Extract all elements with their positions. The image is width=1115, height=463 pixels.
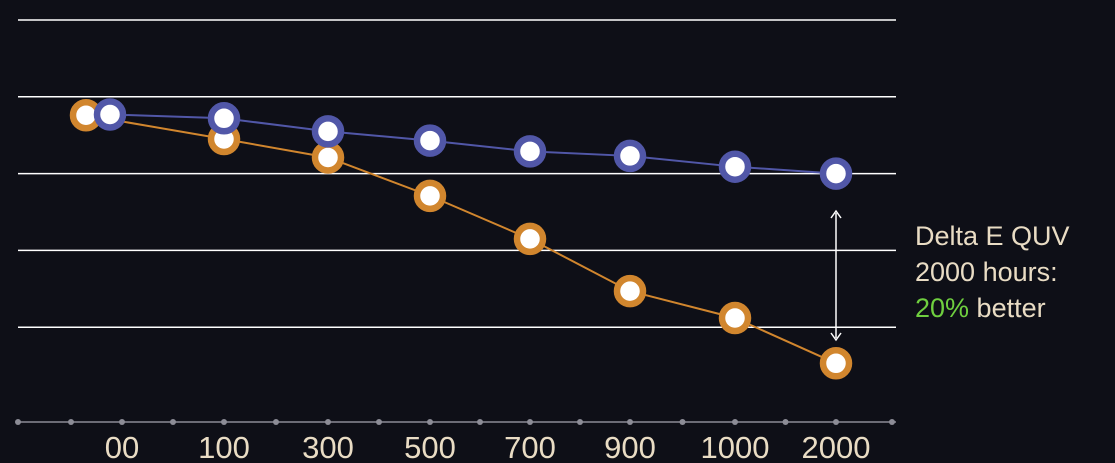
delta-annotation: Delta E QUV 2000 hours: 20% better	[915, 218, 1070, 326]
line-chart: 00 100 300 500 700 900 1000 2000	[15, 19, 896, 463]
x-tick-label: 100	[198, 430, 250, 463]
x-axis-dot	[732, 419, 738, 425]
x-tick-label: 300	[302, 430, 354, 463]
x-tick-label: 700	[504, 430, 556, 463]
x-axis-dot	[119, 419, 125, 425]
x-axis-dot	[221, 419, 227, 425]
x-axis	[15, 419, 896, 425]
x-axis-dot	[477, 419, 483, 425]
x-axis-dot	[376, 419, 382, 425]
x-axis-dot	[68, 419, 74, 425]
series-line	[109, 113, 837, 175]
x-axis-dot	[889, 419, 895, 425]
data-point	[513, 222, 547, 256]
data-point	[413, 179, 447, 213]
x-tick-label: 900	[604, 430, 656, 463]
data-point	[413, 124, 447, 157]
data-point	[718, 301, 752, 335]
x-tick-label: 1000	[701, 430, 770, 463]
x-axis-dot	[782, 419, 789, 425]
delta-arrow	[830, 209, 842, 342]
data-point	[718, 150, 752, 183]
x-tick-label: 2000	[802, 430, 871, 463]
annotation-line-2: 2000 hours:	[915, 257, 1058, 287]
annotation-rest: better	[969, 293, 1046, 323]
x-axis-dot	[627, 419, 633, 425]
x-axis-dot	[325, 419, 331, 425]
series-line	[85, 114, 837, 365]
data-point	[311, 141, 345, 174]
data-point	[819, 157, 853, 190]
data-point	[93, 98, 127, 131]
x-tick-label: 500	[404, 430, 456, 463]
data-point	[819, 347, 853, 380]
data-point	[513, 135, 547, 168]
x-axis-dot	[170, 419, 176, 425]
grid-lines	[18, 19, 896, 328]
series-layer	[69, 98, 853, 380]
data-point	[613, 139, 647, 173]
x-axis-dot	[577, 419, 583, 425]
x-axis-dot	[427, 419, 433, 425]
annotation-line-3: 20% better	[915, 290, 1070, 326]
data-point	[207, 102, 241, 135]
x-axis-dot	[15, 419, 21, 425]
x-tick-label: 00	[105, 430, 139, 463]
x-axis-dot	[527, 419, 533, 425]
data-point	[311, 115, 345, 148]
x-tick-labels: 00 100 300 500 700 900 1000 2000	[105, 430, 871, 463]
data-point	[613, 274, 647, 308]
x-axis-dot	[273, 419, 279, 425]
annotation-line-1: Delta E QUV	[915, 221, 1070, 251]
x-axis-dot	[679, 419, 686, 425]
annotation-highlight: 20%	[915, 293, 970, 323]
x-axis-dot	[833, 419, 839, 425]
